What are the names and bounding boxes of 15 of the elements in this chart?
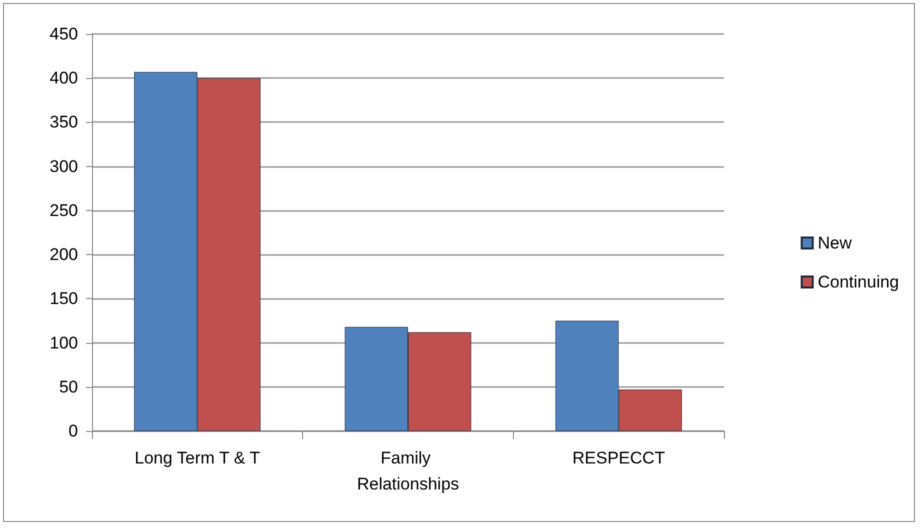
x-tick-label: Long Term T & T	[134, 448, 260, 468]
legend-label: Continuing	[818, 272, 899, 292]
x-tick-label: RESPECCT	[572, 448, 665, 468]
y-tick-label: 450	[50, 24, 78, 44]
legend-label: New	[818, 234, 852, 252]
y-tick-label: 400	[50, 68, 78, 88]
y-tick-label: 200	[50, 245, 78, 264]
y-tick-label: 250	[50, 200, 78, 220]
x-tick-label: Family Relationships	[356, 448, 460, 494]
y-tick-label: 100	[50, 333, 78, 352]
y-tick-label: 0	[68, 422, 78, 440]
y-tick-label: 50	[59, 377, 78, 396]
y-tick-label: 350	[50, 112, 78, 132]
y-tick-label: 150	[50, 289, 78, 308]
y-tick-label: 300	[50, 156, 78, 176]
